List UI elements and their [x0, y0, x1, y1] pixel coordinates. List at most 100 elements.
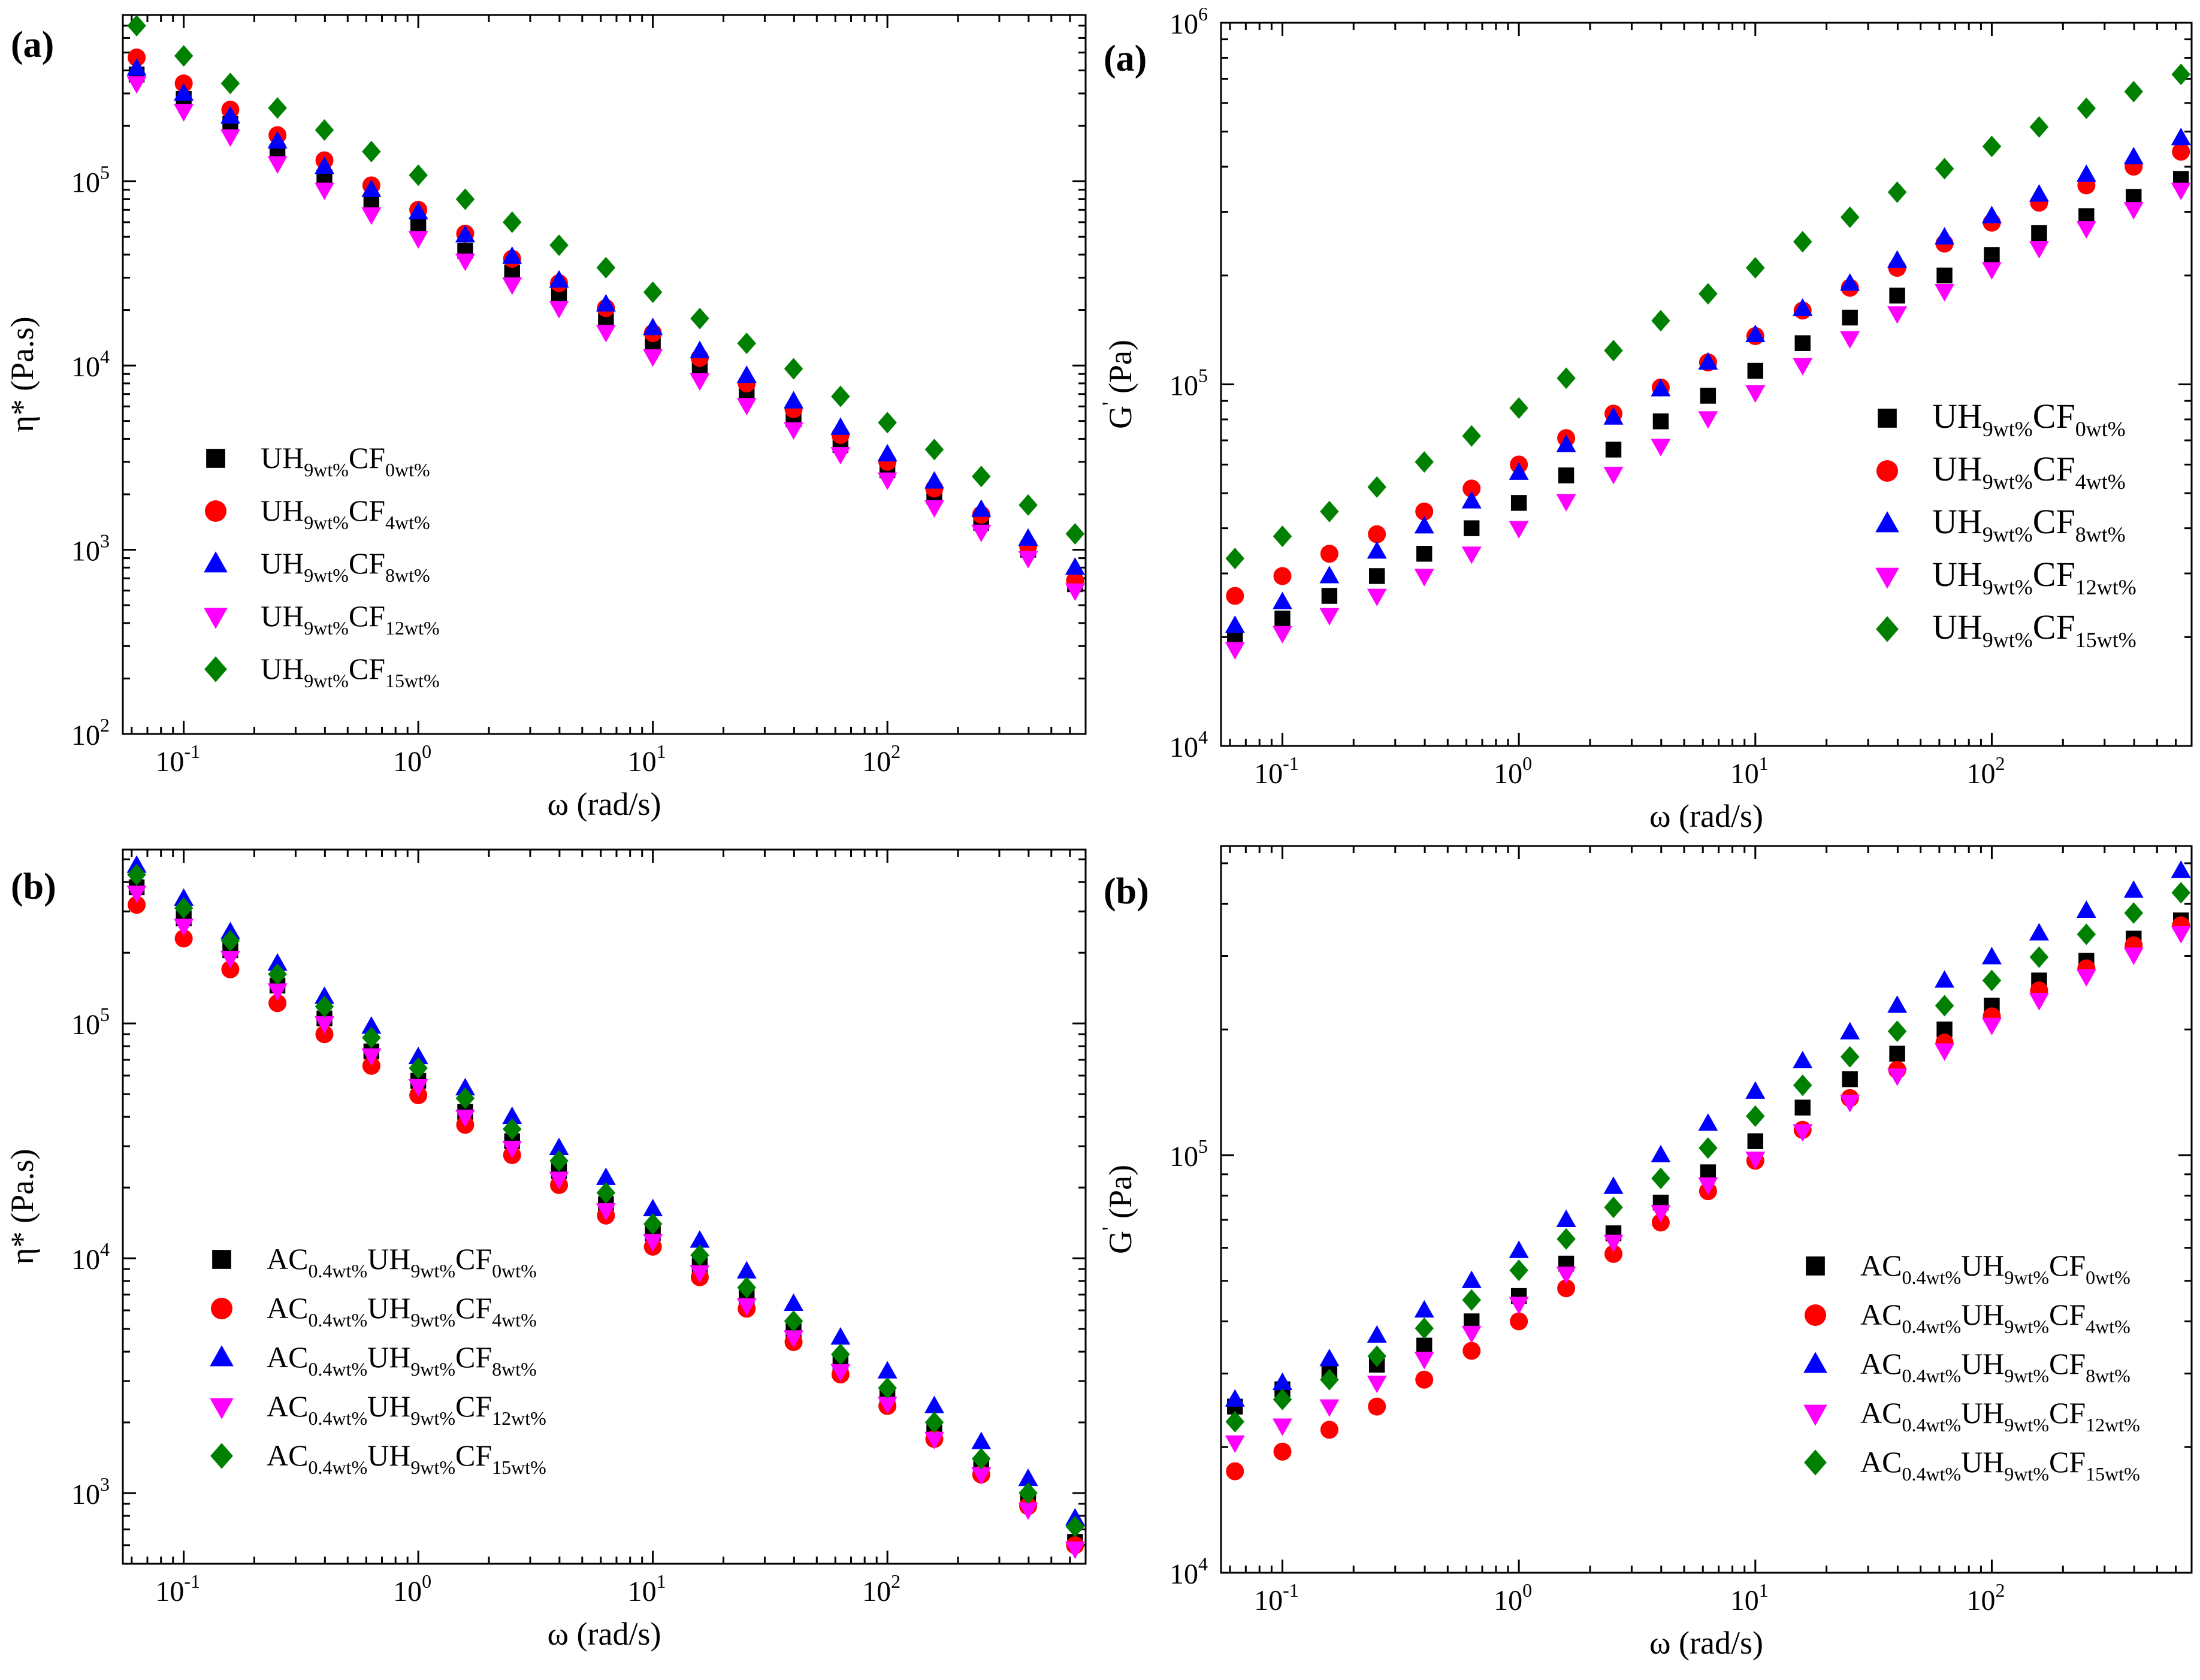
y-tick-label: 104 — [71, 346, 110, 383]
data-point — [502, 1140, 522, 1159]
data-point — [1840, 1095, 1860, 1113]
data-point — [1225, 615, 1245, 633]
y-tick-label: 104 — [1169, 1553, 1208, 1590]
chart-panel-2: 10-1 100 101 102 104 105 106 ω (rad/s) G' (Pa) (a… — [1098, 3, 2193, 834]
data-point — [1794, 1099, 1811, 1116]
data-point — [2171, 64, 2190, 86]
data-point — [1842, 1071, 1858, 1087]
series-AC0.4wt%UH9wt%CF15wt% — [1225, 882, 2190, 1433]
x-tick-label: 100 — [393, 1570, 431, 1608]
data-point — [1981, 1017, 2002, 1035]
data-point — [643, 1234, 663, 1252]
data-point — [1793, 1074, 1812, 1096]
data-point — [409, 164, 428, 186]
data-point — [2123, 147, 2144, 165]
data-point — [1651, 1167, 1670, 1189]
data-point — [268, 994, 287, 1013]
data-point — [1415, 1317, 1434, 1339]
data-point — [455, 1110, 475, 1128]
x-tick-label: 102 — [862, 1570, 900, 1608]
legend-entry: AC0.4wt%UH9wt%CF12wt% — [1860, 1396, 2140, 1436]
data-point — [1274, 611, 1291, 627]
data-point — [1887, 1020, 1907, 1043]
legend-marker — [210, 1443, 233, 1469]
panel-label: (a) — [1104, 38, 1147, 79]
legend-entry: UH9wt%CF15wt% — [261, 652, 440, 691]
data-point — [1415, 1370, 1434, 1389]
legend-entry: UH9wt%CF8wt% — [1932, 502, 2126, 546]
legend-entry: AC0.4wt%UH9wt%CF0wt% — [267, 1242, 537, 1282]
data-point — [2172, 143, 2190, 161]
panel-label: (a) — [11, 25, 54, 65]
y-tick-label: 105 — [1169, 1135, 1208, 1173]
series-UH9wt%CF8wt% — [126, 58, 1085, 575]
data-point — [2124, 902, 2144, 924]
data-point — [1603, 407, 1624, 425]
y-tick-label: 103 — [71, 530, 110, 567]
data-point — [737, 1277, 757, 1299]
data-point — [1840, 331, 1860, 349]
data-point — [1272, 1372, 1292, 1390]
data-point — [1840, 273, 1860, 291]
data-point — [596, 1182, 616, 1204]
x-tick-label: 100 — [393, 741, 431, 778]
legend-entry: AC0.4wt%UH9wt%CF4wt% — [1860, 1298, 2131, 1337]
data-point — [1414, 1300, 1434, 1318]
data-point — [1603, 1234, 1624, 1252]
legend-entry: AC0.4wt%UH9wt%CF8wt% — [267, 1340, 537, 1380]
data-point — [1416, 546, 1433, 562]
data-point — [1984, 247, 2000, 263]
data-point — [784, 358, 803, 380]
data-point — [408, 231, 428, 249]
data-point — [267, 953, 288, 971]
data-point — [362, 1026, 381, 1049]
legend: AC0.4wt%UH9wt%CF0wt% AC0.4wt%UH9wt%CF4wt%… — [210, 1242, 546, 1478]
legend: UH9wt%CF0wt% UH9wt%CF4wt% UH9wt%CF8wt% UH9w… — [1875, 397, 2136, 652]
data-point — [1319, 608, 1340, 626]
data-point — [2029, 184, 2049, 202]
data-point — [128, 896, 146, 914]
data-point — [924, 500, 944, 518]
data-point — [174, 918, 194, 936]
data-point — [924, 1431, 944, 1449]
data-point — [1414, 569, 1434, 587]
data-point — [267, 131, 288, 149]
legend-entry: AC0.4wt%UH9wt%CF4wt% — [267, 1291, 537, 1331]
legend-entry: AC0.4wt%UH9wt%CF12wt% — [267, 1389, 546, 1429]
data-point — [2029, 946, 2049, 968]
data-point — [830, 417, 851, 435]
data-point — [1509, 1297, 1529, 1315]
data-point — [971, 1431, 992, 1449]
data-point — [690, 340, 710, 358]
data-point — [549, 1137, 569, 1155]
data-point — [1462, 1289, 1481, 1311]
series-AC0.4wt%UH9wt%CF12wt% — [1225, 926, 2191, 1453]
legend-marker — [1805, 1304, 1826, 1326]
data-point — [1225, 1410, 1245, 1433]
data-point — [1065, 1515, 1085, 1537]
data-point — [2171, 882, 2190, 904]
data-point — [455, 1087, 475, 1110]
data-point — [1019, 494, 1038, 516]
x-tick-label: 102 — [862, 741, 900, 778]
data-point — [596, 256, 616, 279]
data-point — [784, 422, 804, 440]
data-point — [315, 182, 335, 200]
legend-entry: UH9wt%CF0wt% — [261, 441, 430, 481]
data-point — [596, 325, 616, 343]
data-point — [1462, 425, 1481, 447]
y-tick-label: 105 — [71, 162, 110, 199]
data-point — [2076, 221, 2096, 239]
legend-entry: UH9wt%CF8wt% — [261, 546, 430, 586]
data-point — [1840, 1022, 1860, 1040]
data-point — [1936, 267, 1953, 284]
data-point — [1604, 340, 1623, 362]
legend-entry: UH9wt%CF4wt% — [261, 494, 430, 533]
legend-marker — [1806, 1256, 1825, 1276]
data-point — [315, 156, 335, 174]
data-point — [1367, 1375, 1387, 1394]
legend-entry: AC0.4wt%UH9wt%CF8wt% — [1860, 1347, 2131, 1386]
data-point — [268, 97, 287, 119]
data-point — [1746, 257, 1765, 279]
